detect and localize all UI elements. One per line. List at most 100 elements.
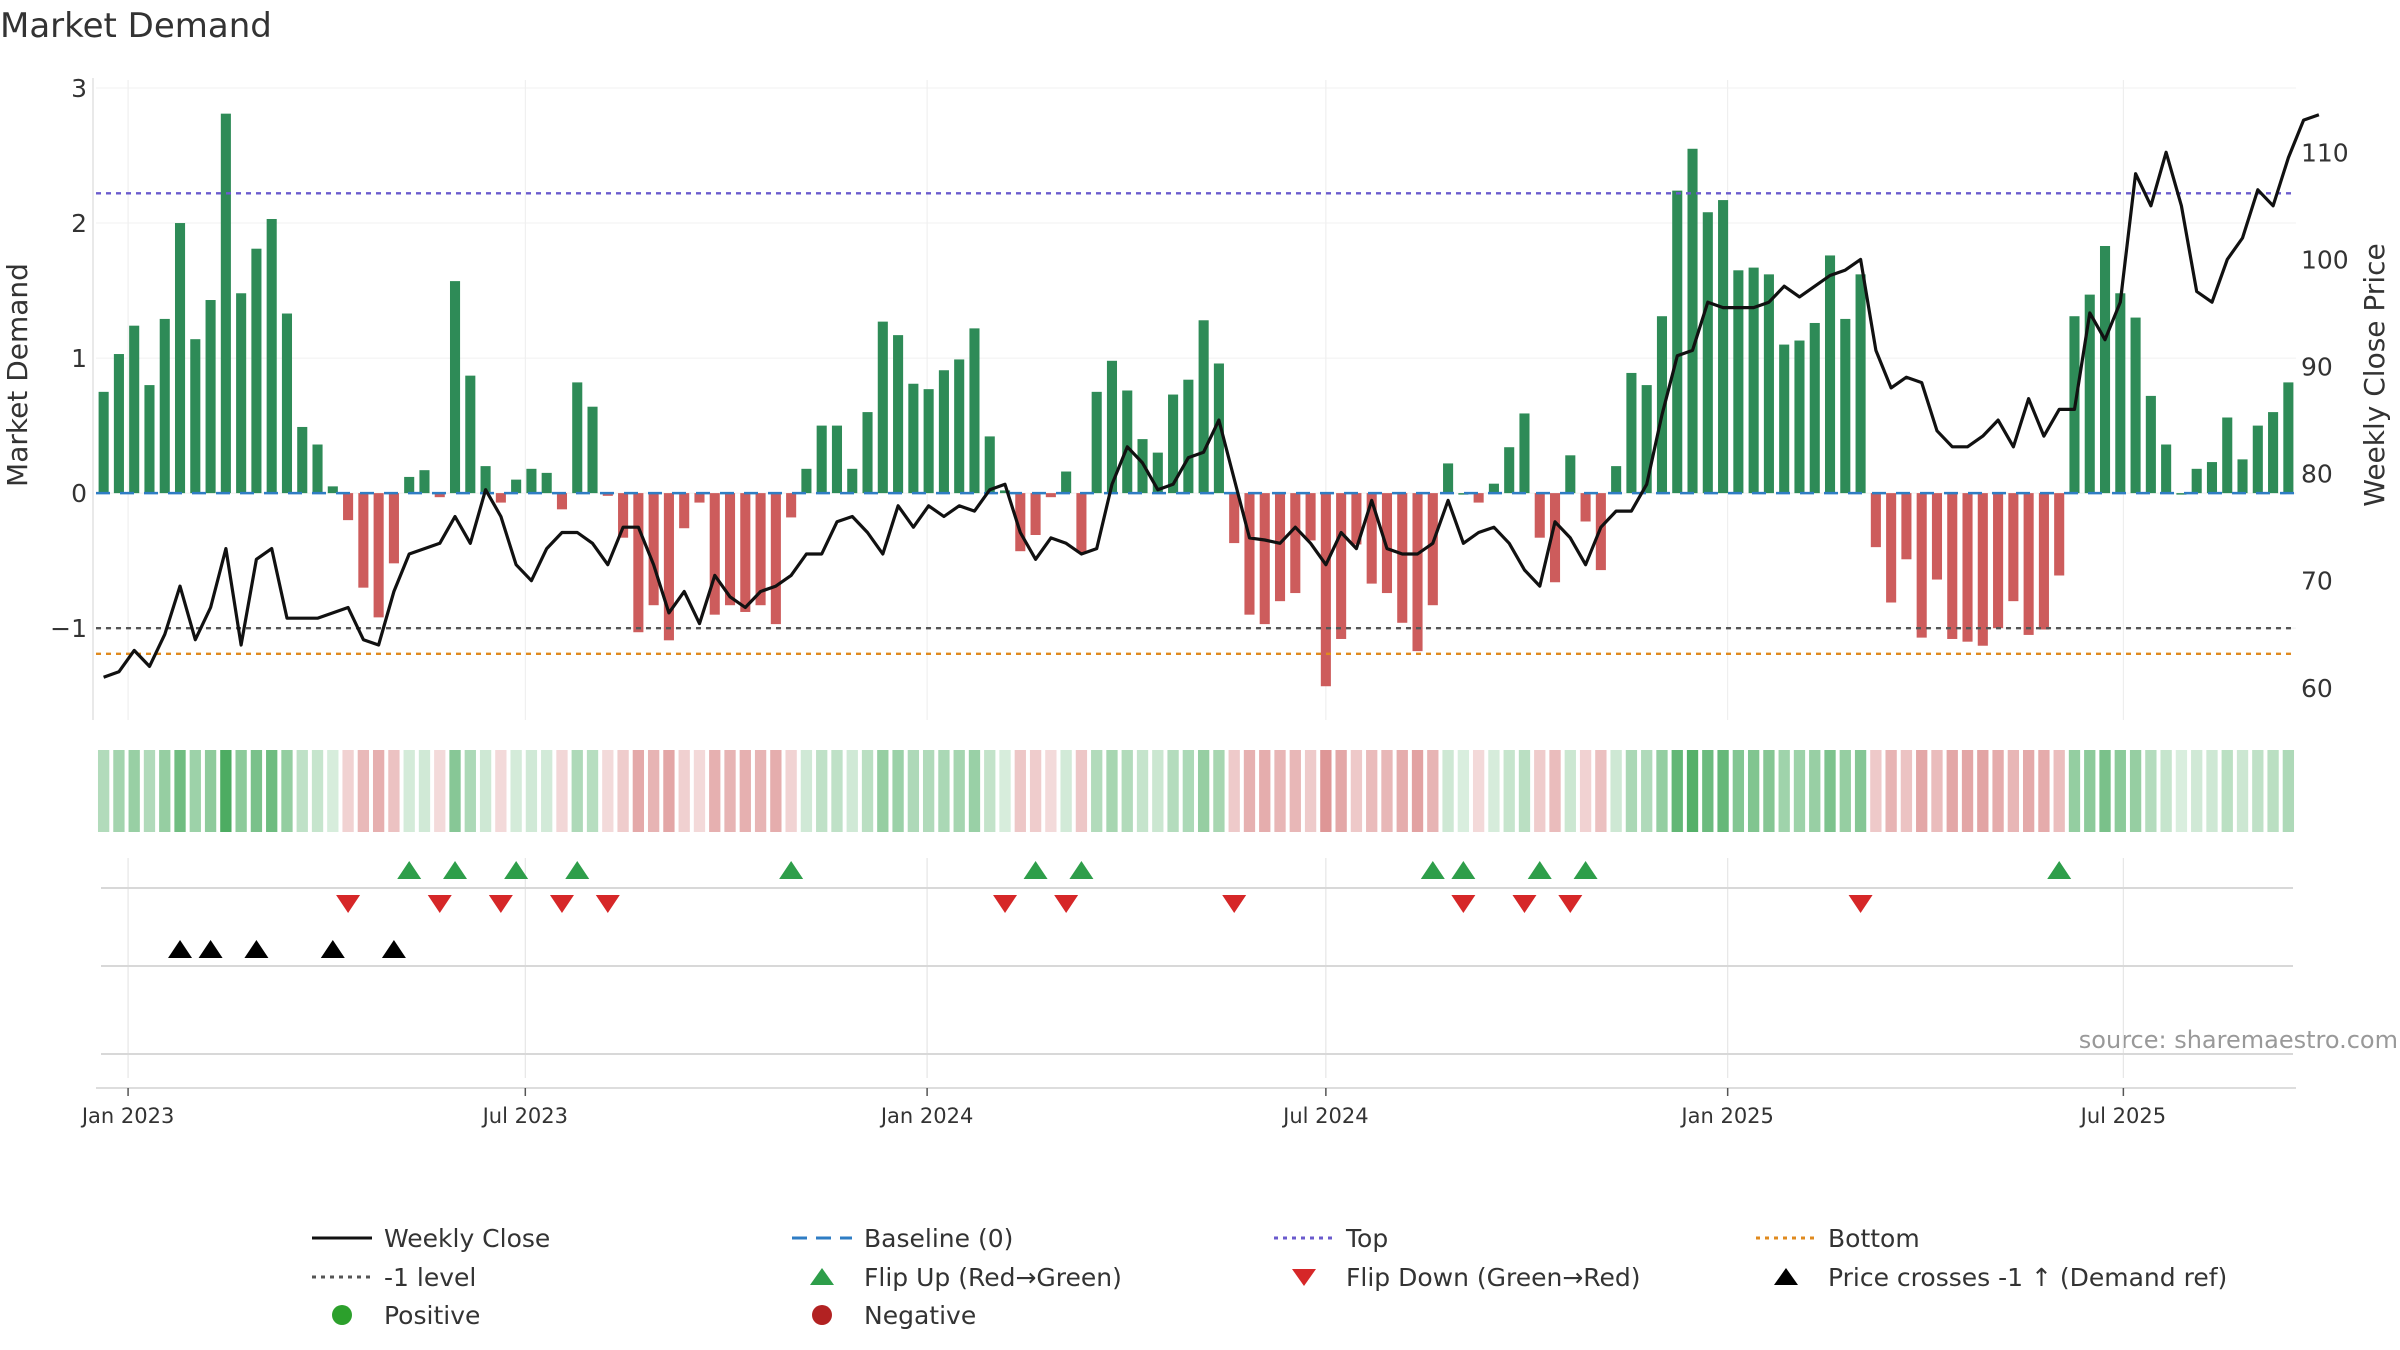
- heat-cell: [97, 750, 110, 832]
- heat-cell: [1763, 750, 1775, 832]
- flip-down-marker: [1222, 895, 1247, 913]
- demand-bar: [220, 113, 231, 494]
- heat-cell: [877, 750, 889, 832]
- demand-bar: [1962, 493, 1973, 642]
- flip-up-marker: [397, 861, 422, 879]
- legend-negative-label: Negative: [864, 1301, 976, 1330]
- demand-bar: [2161, 444, 2172, 494]
- heat-cell: [1381, 750, 1393, 832]
- demand-bar: [2252, 425, 2263, 494]
- demand-bar: [831, 425, 843, 494]
- heat-cell: [1213, 750, 1225, 832]
- demand-bar: [1641, 385, 1652, 494]
- heat-cell: [434, 750, 446, 832]
- heat-cell: [892, 750, 904, 832]
- demand-bar: [1595, 493, 1606, 571]
- flip-up-marker: [443, 861, 468, 879]
- demand-bar: [1259, 493, 1270, 625]
- heat-cell: [1045, 750, 1057, 832]
- heat-cell: [266, 750, 278, 832]
- heat-cell: [357, 750, 370, 832]
- legend-top-label: Top: [1345, 1224, 1388, 1253]
- heat-cell: [2114, 750, 2126, 832]
- demand-bar: [1993, 493, 2004, 629]
- x-tick-label: Jan 2025: [1679, 1104, 1774, 1128]
- heat-cell: [464, 750, 476, 832]
- heat-cell: [1243, 750, 1256, 832]
- demand-bar: [1763, 274, 1774, 494]
- heat-cell: [2068, 750, 2081, 832]
- heat-cell: [189, 750, 201, 832]
- demand-bar: [1580, 493, 1591, 522]
- heat-cell: [2145, 750, 2157, 832]
- demand-bar: [388, 493, 399, 564]
- demand-bar: [1672, 190, 1683, 494]
- demand-bar: [587, 406, 598, 494]
- demand-bar: [1901, 493, 1912, 560]
- demand-bar: [1320, 493, 1331, 687]
- heat-cell: [525, 750, 538, 832]
- flip-down-marker: [595, 895, 620, 913]
- heat-cell: [113, 750, 125, 832]
- heat-cell: [968, 750, 981, 832]
- legend-positive-swatch: [332, 1305, 352, 1325]
- demand-bar: [480, 466, 491, 494]
- heat-cell: [1625, 750, 1638, 832]
- heat-cell: [2175, 750, 2188, 832]
- demand-bar: [1565, 455, 1576, 494]
- demand-bar: [98, 391, 109, 494]
- demand-bar: [2222, 417, 2233, 494]
- heat-cell: [1289, 750, 1301, 832]
- legend-flip-up-red-green-swatch: [810, 1268, 834, 1285]
- demand-bar: [1504, 447, 1515, 494]
- y2-tick-label: 60: [2301, 674, 2333, 703]
- heat-cell: [632, 750, 645, 832]
- demand-bar: [511, 479, 522, 494]
- heat-cell: [204, 750, 217, 832]
- demand-bar: [572, 382, 583, 494]
- demand-bar: [1855, 274, 1866, 494]
- demand-bar: [541, 472, 552, 494]
- demand-bar: [1916, 493, 1927, 638]
- demand-bar: [740, 493, 751, 612]
- legend-flip-down-green-red-label: Flip Down (Green→Red): [1346, 1263, 1641, 1292]
- x-tick-label: Jul 2023: [481, 1104, 568, 1128]
- flip-down-marker: [1558, 895, 1583, 913]
- demand-bar: [954, 359, 965, 494]
- legend-flip-up-red-green-label: Flip Up (Red→Green): [864, 1263, 1122, 1292]
- heat-cell: [418, 750, 431, 832]
- heat-cell: [1931, 750, 1943, 832]
- heat-cell: [754, 750, 767, 832]
- legend-price-crosses-1-demand-ref-label: Price crosses -1 ↑ (Demand ref): [1828, 1263, 2227, 1292]
- heat-cell: [128, 750, 140, 832]
- heat-cell: [556, 750, 568, 832]
- heat-cell: [770, 750, 782, 832]
- heat-cell: [2129, 750, 2142, 832]
- heat-cell: [1121, 750, 1133, 832]
- weekly-close-line: [103, 113, 2320, 679]
- x-tick-label: Jul 2024: [1281, 1104, 1368, 1128]
- heat-cell: [1488, 750, 1500, 832]
- y-tick-label: 2: [71, 209, 87, 238]
- heat-cell: [2007, 750, 2020, 832]
- demand-bar: [190, 339, 201, 494]
- heat-cell: [2282, 750, 2295, 832]
- heat-cell: [1136, 750, 1149, 832]
- heat-cell: [1518, 750, 1531, 832]
- demand-bar: [526, 468, 537, 494]
- y-axis-label: Market Demand: [1, 263, 34, 487]
- heat-cell: [479, 750, 492, 832]
- demand-bar: [2115, 293, 2126, 494]
- flip-up-marker: [1420, 861, 1445, 879]
- demand-bar: [297, 426, 308, 494]
- demand-bar: [266, 218, 277, 494]
- heat-cell: [953, 750, 965, 832]
- heat-cell: [922, 750, 935, 832]
- heat-cell: [311, 750, 324, 832]
- heat-cell: [724, 750, 736, 832]
- demand-bar: [801, 468, 812, 494]
- demand-bar: [1045, 493, 1056, 498]
- heat-cell: [2053, 750, 2065, 832]
- flip-up-marker: [504, 861, 529, 879]
